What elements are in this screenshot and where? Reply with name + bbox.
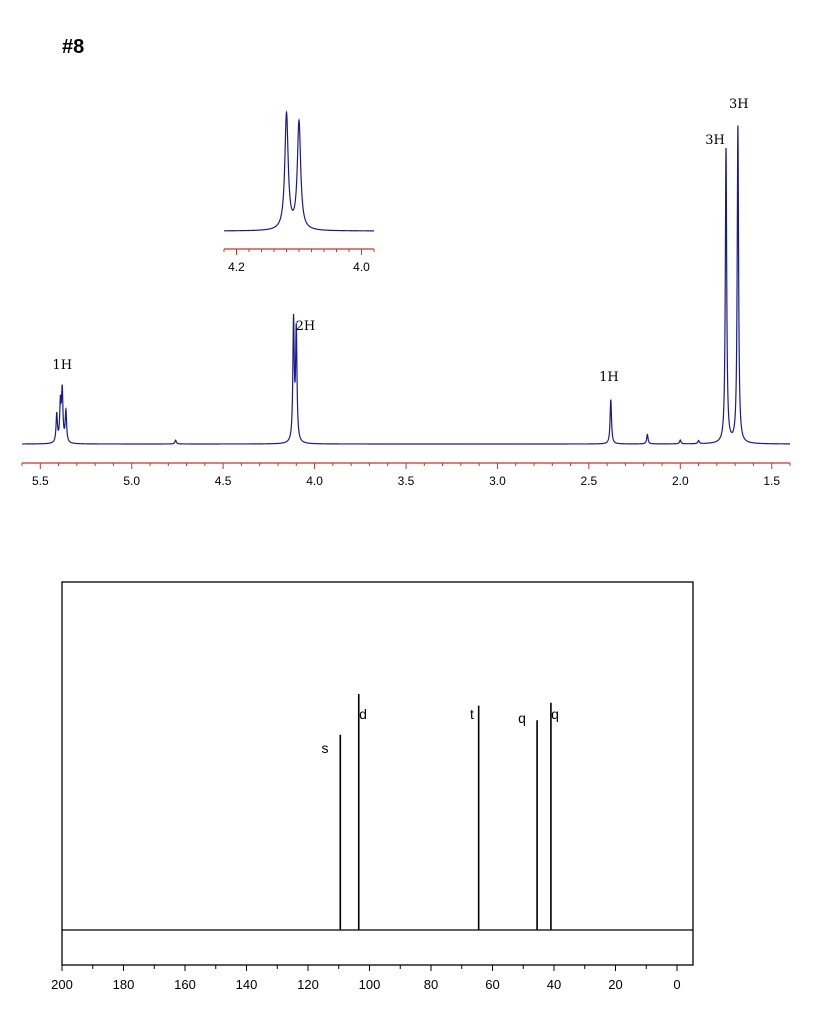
c13-tick-label: 0 (673, 977, 680, 992)
h1-tick-label: 3.5 (398, 474, 415, 488)
inset-trace (224, 110, 374, 232)
c13-tick-label: 80 (424, 977, 438, 992)
h1-spectrum: 5.5 5.0 4.5 4.0 3.5 3.0 2.5 2.0 1.5 1H 2H 1H 3H 3H (21, 97, 791, 488)
h1-tick-label: 5.0 (123, 474, 140, 488)
h1-tick-label: 3.0 (489, 474, 506, 488)
h1-inset-expansion: 4.2 4.0 (223, 110, 375, 274)
multiplicity-label: t (470, 706, 474, 722)
inset-tick-label: 4.0 (353, 260, 370, 274)
multiplicity-label: q (551, 706, 559, 722)
h1-tick-label: 1.5 (763, 474, 780, 488)
integration-label: 3H (729, 97, 749, 112)
c13-tick-label: 120 (297, 977, 319, 992)
inset-tick-label: 4.2 (228, 260, 245, 274)
c13-frame (61, 581, 694, 966)
multiplicity-label: d (359, 706, 367, 722)
c13-tick-label: 140 (236, 977, 258, 992)
c13-tick-label: 100 (359, 977, 381, 992)
page-title: #8 (62, 36, 85, 58)
h1-trace (22, 125, 790, 445)
c13-tick-label: 60 (485, 977, 499, 992)
c13-tick-label: 40 (547, 977, 561, 992)
integration-label: 1H (599, 370, 619, 385)
multiplicity-label: s (322, 740, 329, 756)
c13-tick-label: 160 (174, 977, 196, 992)
h1-tick-label: 2.5 (581, 474, 598, 488)
h1-tick-label: 4.0 (306, 474, 323, 488)
c13-tick-label: 180 (113, 977, 135, 992)
multiplicity-label: q (518, 710, 526, 726)
integration-label: 1H (52, 358, 72, 373)
h1-tick-label: 4.5 (215, 474, 232, 488)
integration-label: 2H (296, 319, 316, 334)
c13-tick-label: 200 (51, 977, 73, 992)
c13-tick-label: 20 (608, 977, 622, 992)
h1-tick-label: 5.5 (32, 474, 49, 488)
h1-tick-label: 2.0 (672, 474, 689, 488)
integration-label: 3H (705, 133, 725, 148)
